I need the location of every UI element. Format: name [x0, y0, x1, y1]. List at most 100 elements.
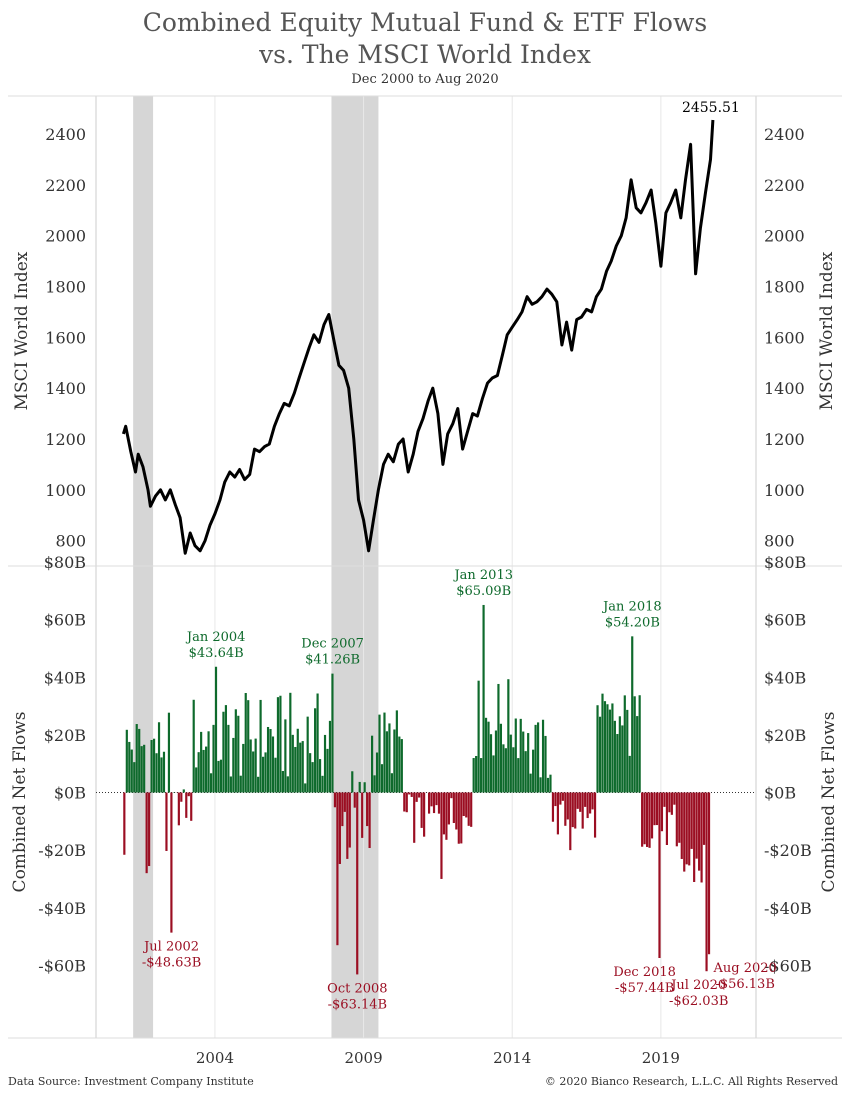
flow-bar	[254, 738, 257, 793]
y-tick-label-left: -$40B	[38, 899, 86, 918]
flow-bar	[380, 764, 384, 793]
flow-bar	[326, 748, 329, 793]
flow-bar	[361, 792, 364, 838]
flow-bar	[603, 701, 607, 793]
x-tick-label: 2004	[196, 1049, 234, 1067]
flow-bar	[536, 722, 540, 793]
flow-bar	[440, 792, 443, 879]
flow-bar	[504, 748, 507, 793]
flow-bar	[187, 792, 190, 797]
flow-bar	[157, 722, 161, 793]
y-tick-label-left: $60B	[44, 611, 86, 630]
annotation-value: -$48.63B	[142, 956, 201, 971]
flow-bar	[276, 697, 280, 793]
flow-bar	[286, 776, 289, 793]
y-tick-label-left: -$60B	[38, 956, 86, 975]
y-tick-label-left: 2000	[45, 227, 86, 246]
flow-bar	[472, 758, 475, 793]
flow-bar	[366, 792, 369, 827]
flow-bar	[670, 792, 673, 815]
flow-bar	[209, 773, 213, 793]
chart-title: Combined Equity Mutual Fund & ETF Flows	[142, 8, 708, 37]
flow-bar	[371, 735, 374, 793]
flow-bar	[358, 781, 361, 793]
y-tick-label-left: 2400	[45, 125, 86, 144]
flow-bar	[133, 762, 136, 793]
y-tick-label-left: -$20B	[38, 841, 86, 860]
flow-bar	[128, 741, 131, 793]
flow-bar	[145, 792, 148, 874]
flow-bar	[304, 783, 307, 793]
flow-bar	[608, 709, 612, 793]
flow-bar	[638, 695, 641, 793]
flow-bar	[143, 744, 146, 793]
flow-bar	[138, 728, 141, 793]
y-tick-label-right: 800	[764, 532, 795, 551]
y-tick-label-right: -$40B	[764, 899, 812, 918]
y-axis-title-left: MSCI World Index	[12, 251, 32, 410]
flow-bar	[274, 757, 277, 793]
y-tick-label-right: $80B	[764, 553, 806, 572]
annotation-date: Jan 2018	[601, 599, 662, 614]
annotation-value: $41.26B	[305, 653, 360, 668]
flow-bar	[643, 792, 646, 845]
flow-bar	[646, 792, 649, 847]
flow-bar	[522, 731, 525, 793]
flow-bar	[492, 755, 495, 793]
annotation-value: -$56.13B	[715, 977, 774, 992]
y-tick-label-right: 1600	[764, 328, 805, 347]
data-source-note: Data Source: Investment Company Institut…	[8, 1075, 254, 1088]
flow-bar	[249, 739, 252, 793]
flow-bar	[200, 731, 203, 793]
flow-bar	[489, 734, 493, 793]
y-axis-title-right: Combined Net Flows	[819, 712, 839, 893]
flow-bar	[586, 792, 589, 819]
flow-bar	[162, 751, 166, 793]
y-tick-label-left: 1200	[45, 430, 86, 449]
flow-bar	[192, 699, 195, 793]
flow-bar	[465, 792, 468, 818]
flow-bar	[321, 775, 324, 793]
flow-bar	[650, 792, 654, 839]
flow-bar	[541, 719, 545, 793]
x-tick-label: 2014	[493, 1049, 531, 1067]
flow-bar	[430, 792, 433, 807]
flow-bar	[554, 792, 557, 807]
flow-bar	[170, 792, 173, 933]
flow-bar	[314, 708, 317, 793]
flow-bar	[512, 747, 515, 793]
flow-bar	[311, 762, 314, 793]
flow-bar	[383, 712, 386, 793]
flow-bar	[487, 721, 490, 793]
flow-bar	[569, 792, 572, 851]
flow-bar	[621, 725, 624, 793]
flow-bar	[373, 775, 376, 793]
flow-bar	[182, 789, 185, 793]
flow-bar	[435, 792, 438, 806]
annotation-date: Jul 2002	[142, 940, 199, 955]
flow-bar	[410, 792, 413, 797]
y-tick-label-right: 2000	[764, 227, 805, 246]
flow-bar	[442, 792, 446, 835]
flow-bar	[343, 792, 346, 812]
y-tick-label-left: $0B	[54, 784, 86, 803]
flow-bar	[437, 792, 441, 814]
flow-bar	[601, 693, 604, 793]
flow-bar	[413, 792, 416, 843]
flow-bar	[232, 737, 235, 793]
flow-bar	[579, 792, 582, 812]
flow-bar	[477, 680, 480, 793]
msci-world-line	[121, 119, 715, 555]
flow-bar	[574, 792, 577, 829]
flow-bar	[289, 692, 292, 793]
flow-bar	[611, 703, 614, 793]
y-tick-label-right: -$60B	[764, 956, 812, 975]
annotation-date: Aug 2020	[713, 961, 777, 976]
flow-bar	[356, 792, 359, 975]
flow-bar	[668, 792, 671, 813]
flow-bar	[318, 759, 322, 793]
flow-bar	[353, 792, 356, 808]
flow-bar	[363, 782, 366, 793]
flow-bar	[529, 773, 532, 793]
